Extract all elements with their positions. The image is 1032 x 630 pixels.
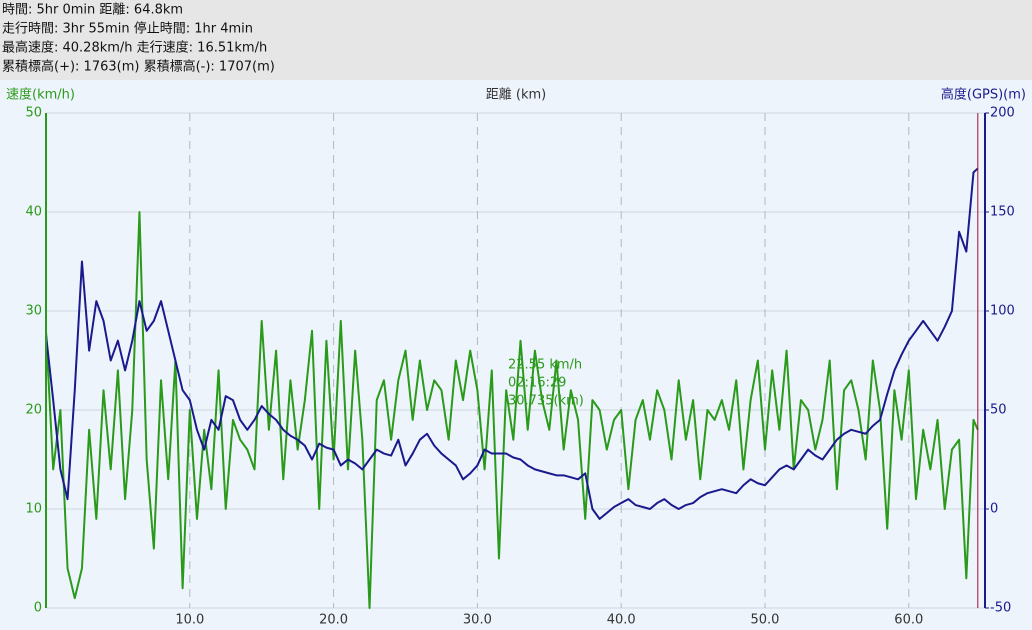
header-bg <box>0 0 1032 80</box>
summary-line: 最高速度: 40.28km/h 走行速度: 16.51km/h <box>2 40 267 56</box>
x-axis-label: 距離 (km) <box>486 88 546 103</box>
x-tick-label: 60.0 <box>894 613 923 628</box>
y2-tick-label: 0 <box>990 502 998 517</box>
y-tick-label: 50 <box>25 106 42 121</box>
y-tick-label: 0 <box>34 601 42 616</box>
x-tick-label: 30.0 <box>463 613 492 628</box>
y-tick-label: 40 <box>25 205 42 220</box>
y2-tick-label: -50 <box>990 601 1011 616</box>
y-tick-label: 10 <box>25 502 42 517</box>
summary-line: 走行時間: 3hr 55min 停止時間: 1hr 4min <box>2 21 253 37</box>
x-tick-label: 40.0 <box>607 613 636 628</box>
annotation: 22.55 km/h <box>508 358 582 373</box>
y2-tick-label: 50 <box>990 403 1007 418</box>
series-line <box>45 167 979 520</box>
chart-bg <box>0 80 1032 630</box>
annotation: 30.735(km) <box>508 394 584 409</box>
y-tick-label: 20 <box>25 403 42 418</box>
y-tick-label: 30 <box>25 304 42 319</box>
summary-line: 時間: 5hr 0min 距離: 64.8km <box>2 3 183 18</box>
series-line <box>45 211 979 609</box>
annotation: 02:16:29 <box>508 376 566 391</box>
summary-line: 累積標高(+): 1763(m) 累積標高(-): 1707(m) <box>2 59 275 75</box>
x-tick-label: 20.0 <box>319 613 348 628</box>
y2-tick-label: 150 <box>990 205 1015 220</box>
y2-axis-label: 高度(GPS)(m) <box>941 87 1026 103</box>
x-tick-label: 50.0 <box>751 613 780 628</box>
x-tick-label: 10.0 <box>175 613 204 628</box>
y2-tick-label: 200 <box>990 106 1015 121</box>
y2-tick-label: 100 <box>990 304 1015 319</box>
y-axis-label: 速度(km/h) <box>6 87 75 103</box>
